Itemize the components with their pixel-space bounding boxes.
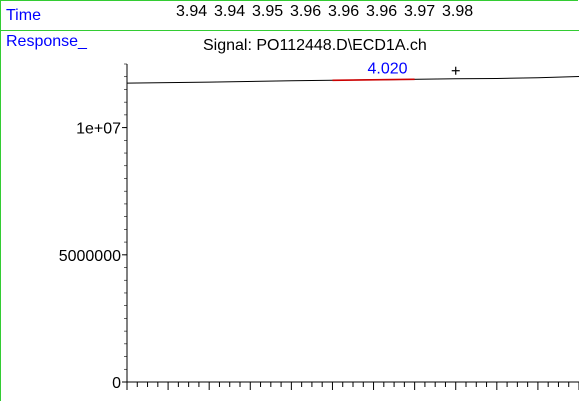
peak-highlight — [332, 78, 415, 82]
peak-retention-label: 4.020 — [368, 60, 408, 77]
y-tick-label: 1e+07 — [76, 121, 121, 138]
response-axis-label: Response_ — [6, 33, 87, 50]
time-tick-label: 3.96 — [366, 3, 398, 20]
time-tick-label: 3.98 — [442, 3, 474, 20]
y-tick-label: 5000000 — [59, 248, 121, 265]
time-axis-label: Time — [6, 7, 41, 24]
time-tick-label: 3.95 — [252, 3, 284, 20]
header-divider — [0, 30, 579, 31]
axes-group — [126, 64, 579, 383]
time-tick-label: 3.97 — [404, 3, 436, 20]
time-tick-label: 3.94 — [176, 3, 208, 20]
x-ticks-group — [126, 382, 579, 390]
time-tick-label: 3.96 — [290, 3, 322, 20]
annotations-group: 4.020 — [332, 60, 460, 82]
time-tick-label: 3.94 — [214, 3, 246, 20]
y-tick-label: 0 — [112, 375, 121, 392]
chart-title: Signal: PO112448.D\ECD1A.ch — [203, 37, 427, 54]
time-tick-label: 3.96 — [328, 3, 360, 20]
y-ticks-group: 0 5000000 1e+07 — [59, 63, 127, 392]
